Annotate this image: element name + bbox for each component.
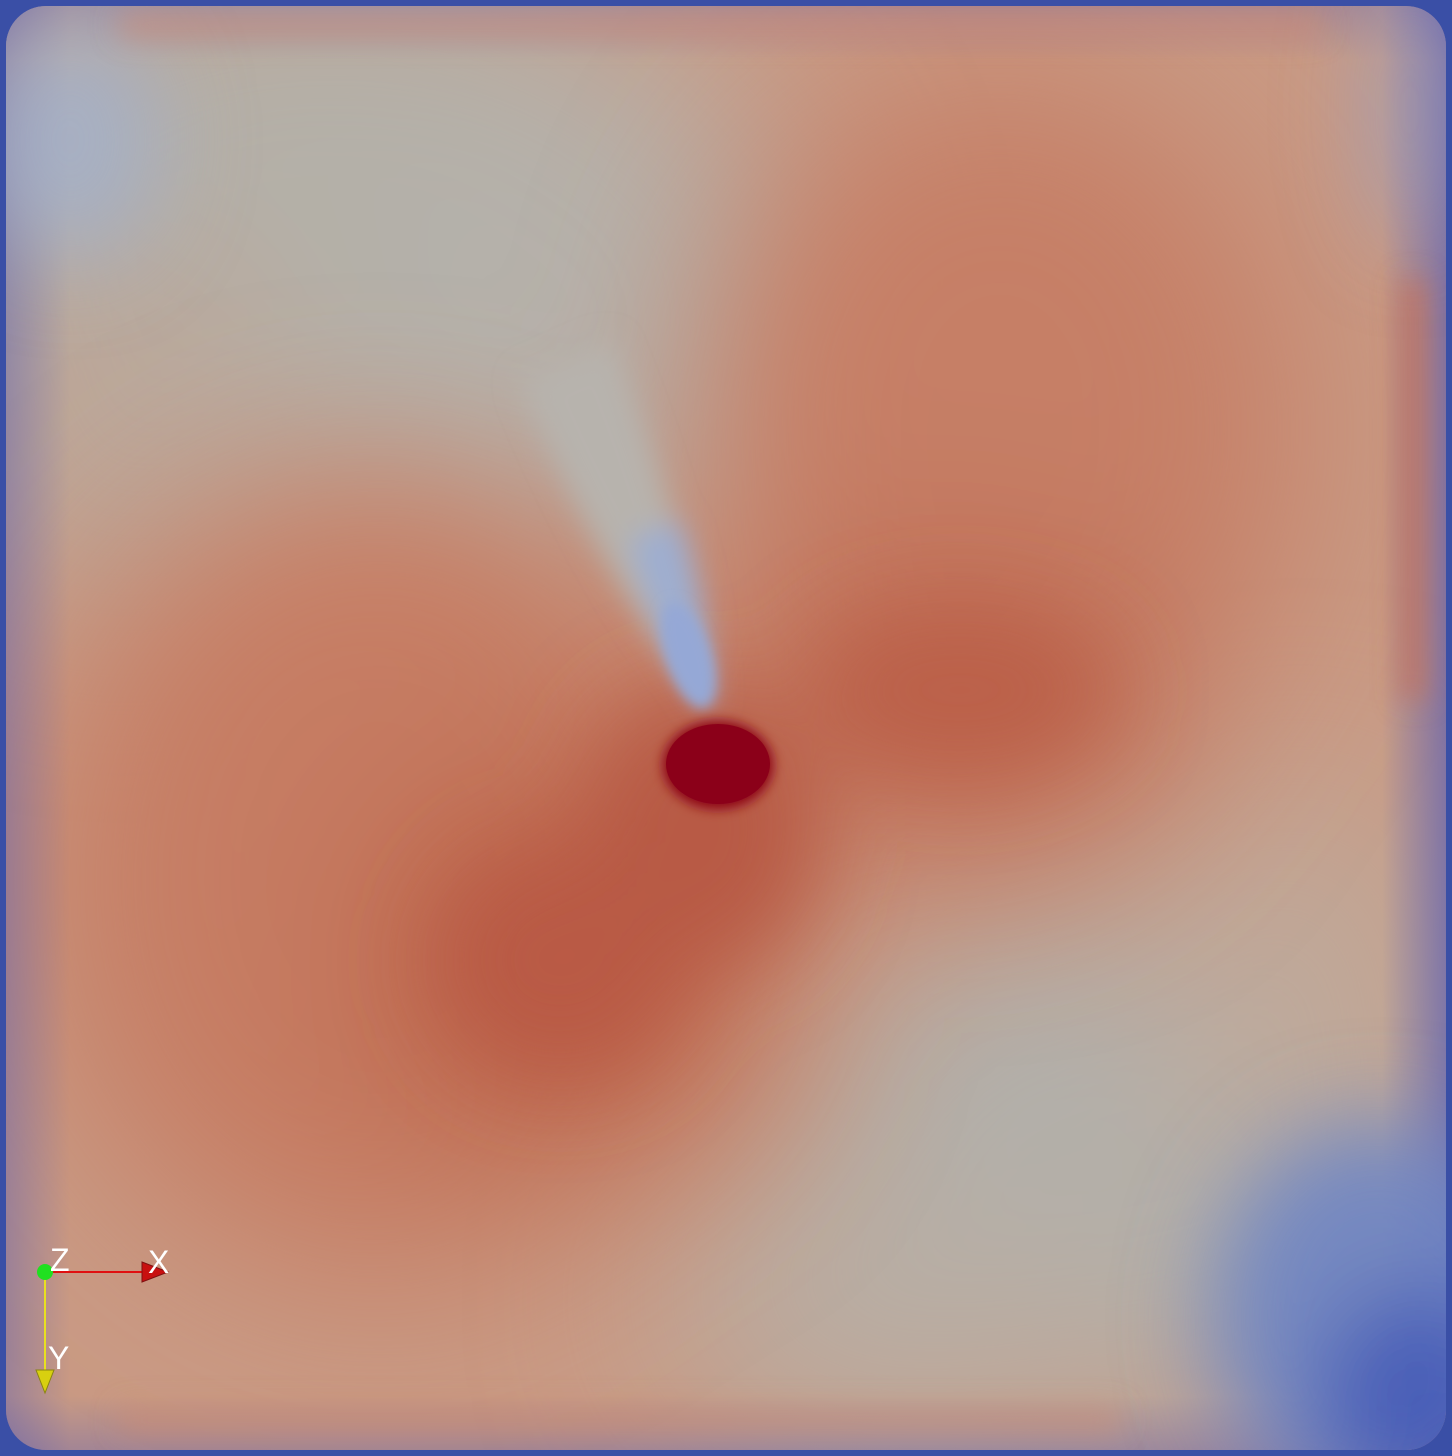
y-axis-label: Y <box>48 1340 69 1376</box>
x-axis-label: X <box>148 1244 169 1280</box>
field-peak-core <box>666 724 770 804</box>
x-axis-arrow-icon <box>141 1261 170 1283</box>
orientation-axes-widget: X Y Z <box>35 1242 170 1395</box>
z-axis-dot-icon <box>37 1264 53 1280</box>
z-axis-label: Z <box>50 1242 70 1278</box>
y-axis-arrow-icon <box>35 1369 55 1395</box>
